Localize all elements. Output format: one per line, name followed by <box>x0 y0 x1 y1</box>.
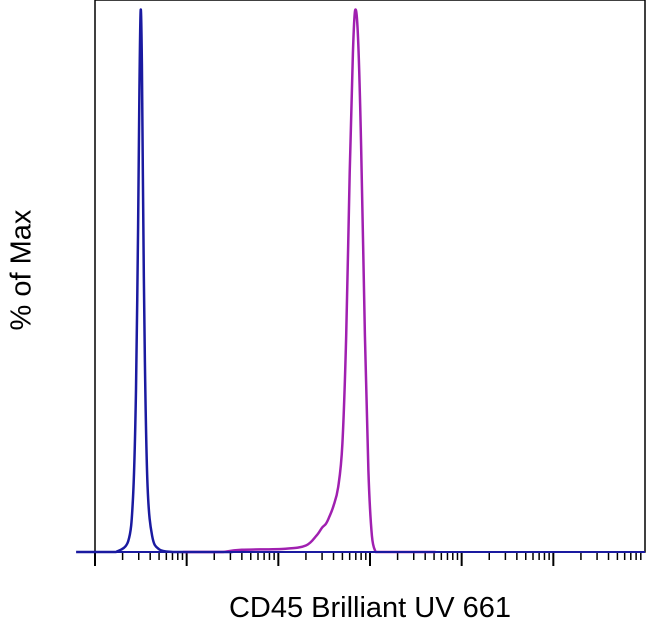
histogram-series-2 <box>183 8 436 554</box>
plot-frame <box>94 0 646 553</box>
x-axis-label: CD45 Brilliant UV 661 <box>228 592 512 624</box>
histogram-curves <box>76 8 645 554</box>
x-axis-ticks <box>94 552 642 566</box>
y-axis-label: % of Max <box>5 209 38 331</box>
histogram-series-1 <box>76 8 233 554</box>
